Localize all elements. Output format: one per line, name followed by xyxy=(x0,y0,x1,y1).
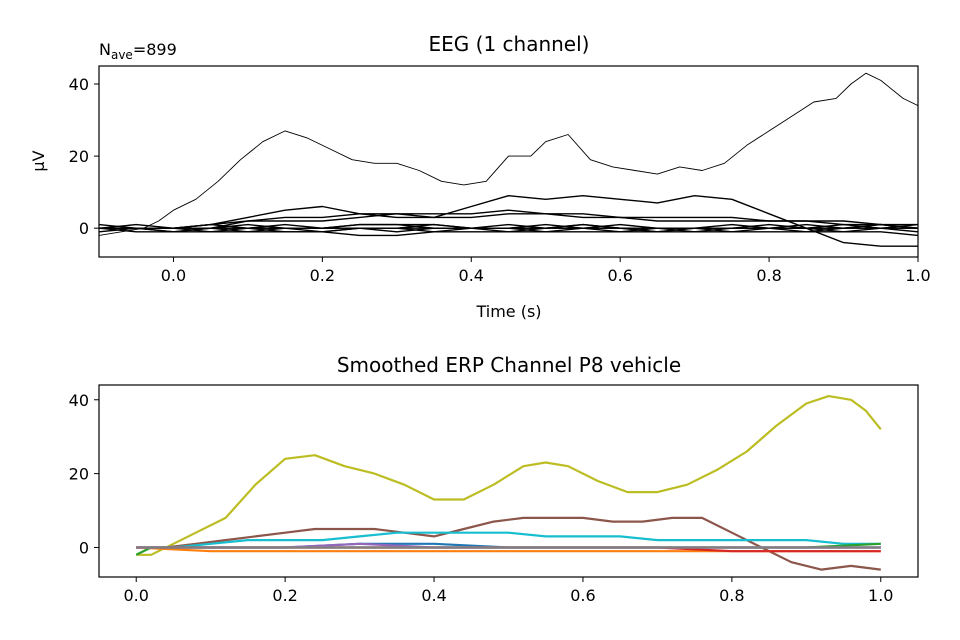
x-tick-label: 1.0 xyxy=(868,586,893,605)
erp-y-ticks: 0 20 40 xyxy=(69,391,99,557)
x-tick-label: 0.6 xyxy=(607,266,632,285)
series-line-6 xyxy=(135,542,881,556)
x-tick-label: 0.6 xyxy=(570,586,595,605)
x-tick-label: 0.8 xyxy=(719,586,744,605)
series-line-3 xyxy=(136,531,881,549)
erp-panel: Smoothed ERP Channel P8 vehicle 0.0 0.2 0.… xyxy=(69,353,919,605)
y-tick-label: 0 xyxy=(79,219,89,238)
nave-label: N xyxy=(99,40,111,59)
x-tick-label: 1.0 xyxy=(905,266,930,285)
x-tick-label: 0.2 xyxy=(272,586,297,605)
series-line-1 xyxy=(99,72,918,236)
x-tick-label: 0.0 xyxy=(124,586,149,605)
x-tick-label: 0.8 xyxy=(756,266,781,285)
nave-subscript: ave xyxy=(111,48,133,62)
y-tick-label: 40 xyxy=(69,75,89,94)
y-tick-label: 20 xyxy=(69,147,89,166)
erp-x-ticks: 0.0 0.2 0.4 0.6 0.8 1.0 xyxy=(124,577,893,605)
eeg-panel: EEG (1 channel) Nave=899 0.0 0.2 0.4 0.6 0.8… xyxy=(29,32,931,321)
eeg-x-axis-label: Time (s) xyxy=(475,302,541,321)
series-line-11 xyxy=(99,223,918,229)
eeg-x-ticks: 0.0 0.2 0.4 0.6 0.8 1.0 xyxy=(161,257,931,285)
series-line-2 xyxy=(136,516,881,571)
x-tick-label: 0.4 xyxy=(459,266,484,285)
eeg-axes-frame xyxy=(98,65,919,258)
x-tick-label: 0.2 xyxy=(310,266,335,285)
nave-value: =899 xyxy=(133,40,177,59)
erp-axes-frame xyxy=(98,384,919,578)
y-tick-label: 20 xyxy=(69,465,89,484)
eeg-y-ticks: 0 20 40 xyxy=(69,75,99,238)
series-line-4 xyxy=(99,209,918,229)
series-line-2 xyxy=(99,194,918,247)
eeg-lines xyxy=(99,72,918,247)
eeg-y-axis-label: µV xyxy=(29,150,48,171)
series-line-6 xyxy=(99,223,918,233)
x-tick-label: 0.0 xyxy=(161,266,186,285)
nave-annotation: Nave=899 xyxy=(99,40,177,62)
y-tick-label: 40 xyxy=(69,391,89,410)
x-tick-label: 0.4 xyxy=(421,586,446,605)
erp-lines xyxy=(135,395,882,571)
y-tick-label: 0 xyxy=(79,538,89,557)
series-line-1 xyxy=(136,395,882,556)
eeg-chart-title: EEG (1 channel) xyxy=(429,32,590,56)
erp-chart-title: Smoothed ERP Channel P8 vehicle xyxy=(337,353,681,377)
